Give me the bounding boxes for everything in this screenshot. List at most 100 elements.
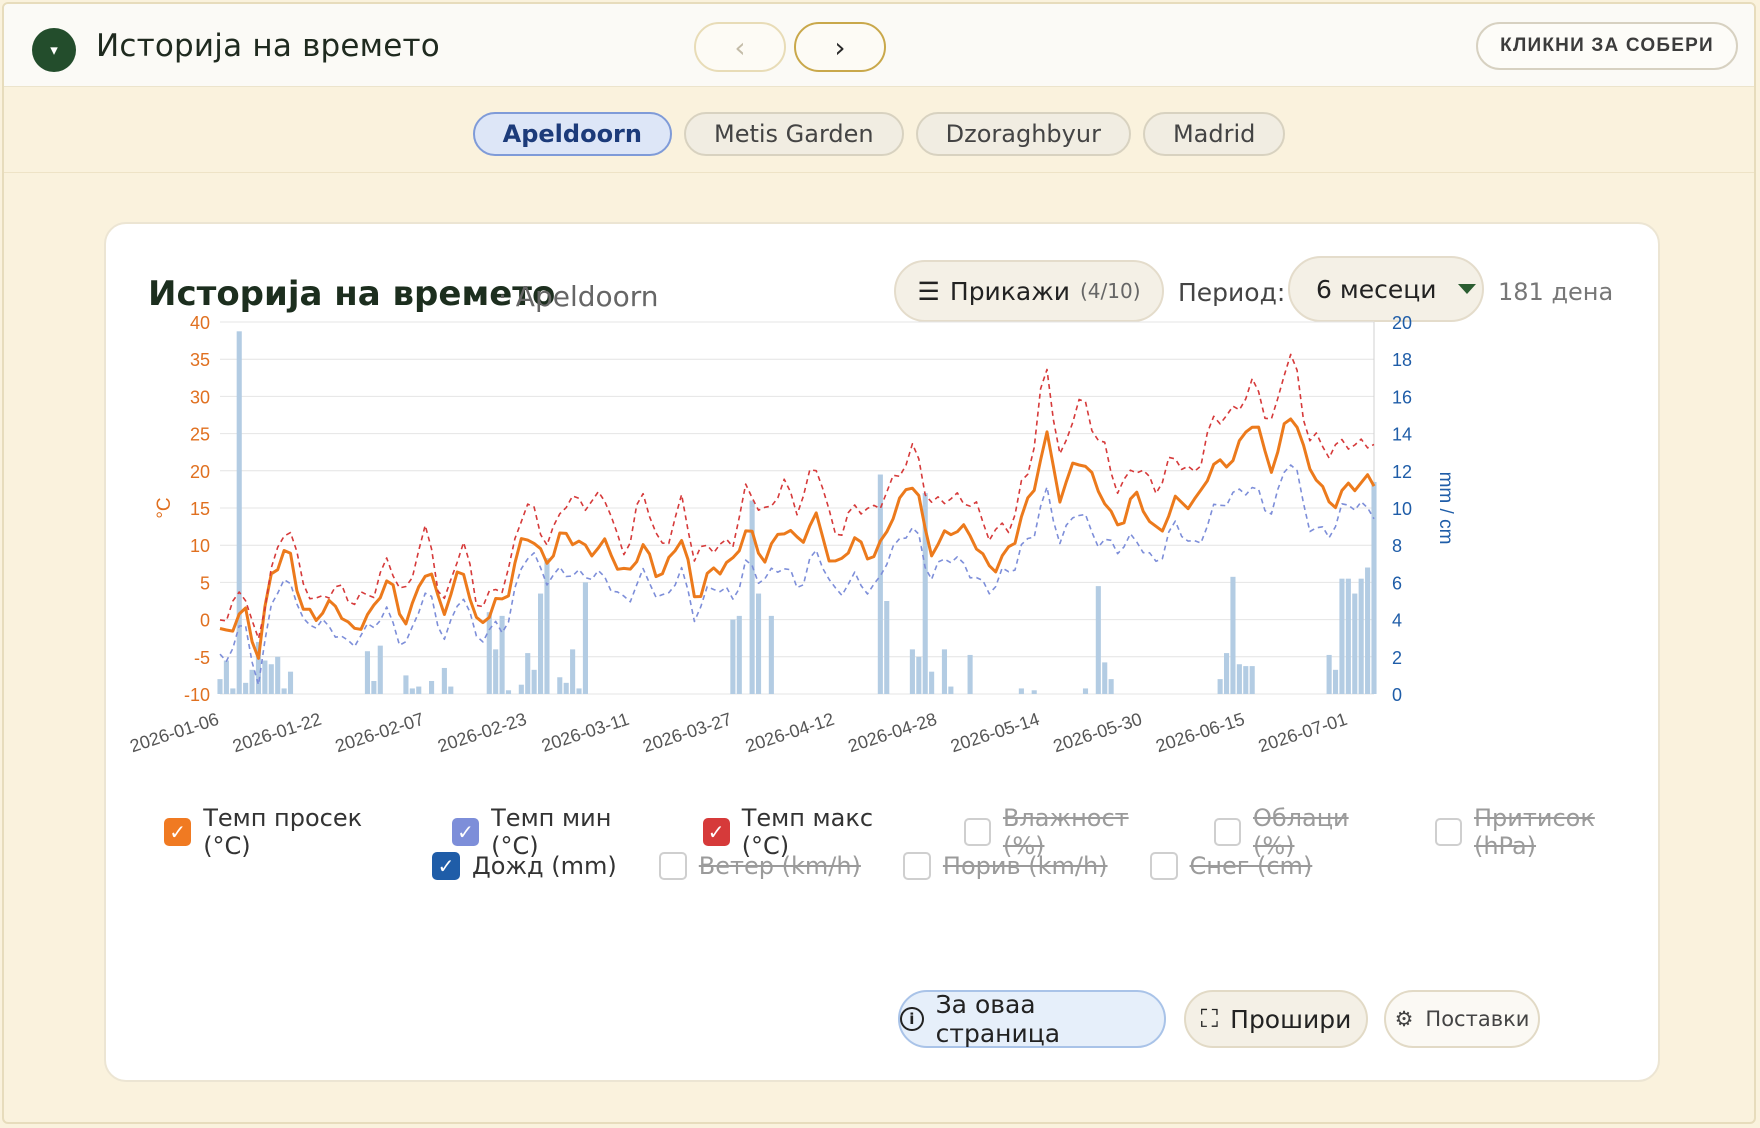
expand-button[interactable]: ⛶ Прошири [1184, 990, 1368, 1048]
rain-bar [538, 593, 544, 694]
legend-item[interactable]: Притисок (hPa) [1434, 804, 1658, 860]
show-series-button[interactable]: ☰ Прикажи (4/10) [894, 260, 1164, 322]
rain-bar [1339, 578, 1345, 694]
checkbox-checked-icon[interactable]: ✓ [164, 818, 192, 846]
next-button[interactable]: › [794, 22, 886, 72]
divider [4, 172, 1754, 173]
x-tick-label: 2026-02-23 [435, 709, 529, 756]
expand-label: Прошири [1230, 1004, 1352, 1034]
legend-label: Облаци (%) [1252, 804, 1349, 860]
rain-bar [364, 651, 371, 694]
y-right-tick-label: 16 [1392, 387, 1412, 407]
rain-bar [377, 645, 383, 694]
y-right-tick-label: 8 [1392, 536, 1402, 556]
weather-history-card: Историја на времето · Apeldoorn ☰ Прикаж… [104, 222, 1660, 1082]
series-line [219, 353, 1375, 640]
rain-bar [223, 660, 229, 694]
checkbox-checked-icon[interactable]: ✓ [702, 818, 730, 846]
rain-bar [1345, 578, 1351, 694]
legend-label: Дожд (mm) [472, 852, 617, 880]
checkbox-empty-icon[interactable] [902, 852, 931, 880]
fullscreen-icon: ⛶ [1200, 1004, 1219, 1033]
rain-bar [1217, 679, 1223, 694]
legend-item[interactable]: ✓ Дожд (mm) [432, 852, 617, 880]
y-left-tick-label: -5 [194, 648, 210, 668]
rain-bar [544, 558, 550, 694]
y-right-tick-label: 20 [1392, 313, 1412, 333]
legend-item[interactable]: ✓ Темп макс (°C) [702, 804, 922, 860]
city-tab[interactable]: Metis Garden [683, 112, 904, 156]
x-tick-label: 2026-03-11 [539, 709, 631, 756]
legend-item[interactable]: Облаци (%) [1213, 804, 1393, 860]
rain-bar [262, 660, 268, 694]
legend-label: Ветер (km/h) [698, 852, 861, 880]
info-icon: i [900, 1007, 924, 1031]
legend-label: Темп мин (°C) [491, 804, 612, 860]
period-select[interactable]: 6 месеци [1288, 256, 1484, 322]
city-tab[interactable]: Dzoraghbyur [915, 112, 1131, 156]
settings-button[interactable]: ⚙ Поставки [1384, 990, 1540, 1048]
x-tick-label: 2026-07-01 [1256, 709, 1350, 756]
gear-icon: ⚙ [1394, 1007, 1414, 1031]
rain-bar [281, 688, 287, 694]
series-line [219, 464, 1375, 686]
checkbox-checked-icon[interactable]: ✓ [451, 818, 480, 846]
rain-bar [1371, 481, 1377, 694]
weather-chart: 4035302520151050-5-1020181614121086420°C… [127, 313, 1456, 756]
y-left-tick-label: 40 [190, 313, 210, 333]
caret-down-icon [1458, 284, 1477, 294]
checkbox-empty-icon[interactable] [1149, 852, 1178, 880]
rain-bar [409, 688, 415, 694]
legend-item[interactable]: Влажност (%) [963, 804, 1172, 860]
x-tick-label: 2026-05-14 [948, 709, 1042, 756]
show-label: Прикажи [949, 276, 1070, 306]
rain-bar [967, 654, 973, 694]
checkbox-empty-icon[interactable] [963, 818, 991, 846]
top-bar: ▾ Историја на времето ‹ › КЛИКНИ ЗА СОБЕ… [4, 4, 1754, 87]
y-right-tick-label: 0 [1392, 685, 1402, 705]
rain-bar [518, 684, 524, 694]
about-page-button[interactable]: i За оваа страница [898, 990, 1166, 1048]
collapse-button[interactable]: КЛИКНИ ЗА СОБЕРИ [1476, 22, 1738, 70]
rain-bar [1358, 578, 1364, 694]
legend-item[interactable]: Порив (km/h) [902, 852, 1108, 880]
rain-bar [557, 677, 563, 694]
rain-bar [505, 690, 512, 694]
legend-label: Притисок (hPa) [1473, 804, 1595, 860]
city-tab[interactable]: Madrid [1142, 112, 1286, 156]
rain-bar [531, 669, 537, 694]
y-left-tick-label: 30 [190, 387, 210, 407]
rain-bar [1249, 666, 1255, 694]
rain-bar [230, 688, 236, 694]
y-right-tick-label: 18 [1392, 350, 1412, 370]
rain-bar [1243, 666, 1249, 694]
legend-item[interactable]: ✓ Темп мин (°C) [451, 804, 661, 860]
rain-bar [499, 615, 505, 694]
checkbox-empty-icon[interactable] [658, 852, 687, 880]
legend-item[interactable]: Ветер (km/h) [658, 852, 861, 880]
x-tick-label: 2026-06-15 [1153, 709, 1247, 756]
collapse-toggle-icon[interactable]: ▾ [32, 28, 76, 72]
menu-icon: ☰ [917, 276, 940, 306]
legend-item[interactable]: Снег (cm) [1149, 852, 1312, 880]
checkbox-empty-icon[interactable] [1213, 818, 1241, 846]
rain-bar [1223, 653, 1230, 694]
rain-bar [493, 649, 499, 694]
rain-bar [486, 612, 492, 694]
city-tab[interactable]: Apeldoorn [472, 112, 672, 156]
y-right-tick-label: 12 [1392, 462, 1412, 482]
y-right-tick-label: 4 [1392, 611, 1402, 631]
legend-item[interactable]: ✓ Темп просек (°C) [164, 804, 410, 860]
checkbox-checked-icon[interactable]: ✓ [432, 852, 460, 880]
rain-bar [371, 680, 377, 694]
rain-bar [416, 686, 422, 694]
checkbox-empty-icon[interactable] [1434, 818, 1462, 846]
x-tick-label: 2026-03-27 [640, 709, 734, 756]
app-title: Историја на времето [96, 28, 440, 64]
prev-button[interactable]: ‹ [694, 22, 786, 72]
rain-bar [570, 649, 576, 694]
rain-bar [255, 641, 262, 694]
rain-bar [1332, 669, 1339, 694]
rain-bar [884, 601, 890, 694]
